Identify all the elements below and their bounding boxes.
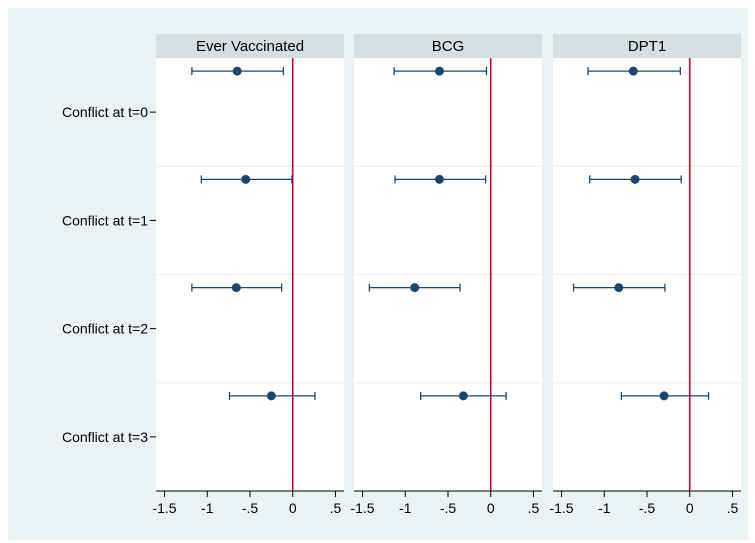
x-tick-label: 0 (686, 500, 694, 516)
x-tick-label: .5 (727, 500, 739, 516)
x-tick-label: .5 (330, 500, 342, 516)
x-tick-label: -.5 (440, 500, 457, 516)
estimate-point (630, 174, 640, 184)
y-category-label: Conflict at t=3 (62, 429, 148, 445)
panel-title: DPT1 (628, 38, 666, 55)
estimate-point (241, 174, 251, 184)
y-category-label: Conflict at t=1 (62, 212, 148, 228)
x-tick-label: 0 (289, 500, 297, 516)
chart-figure: Ever Vaccinated -1.5 -1 -.5 0.5 BCG -1.5 -1 -.5 0… (8, 8, 748, 540)
estimate-point (434, 174, 444, 184)
estimate-point (458, 391, 468, 401)
estimate-point (231, 283, 241, 293)
estimate-point (628, 66, 638, 76)
estimate-point (232, 66, 242, 76)
panel-header (354, 34, 542, 58)
x-tick-label: -1 (201, 500, 214, 516)
estimate-point (659, 391, 669, 401)
x-tick-label: -1.5 (350, 500, 374, 516)
panel-header (553, 34, 741, 58)
estimate-point (614, 283, 624, 293)
y-category-label: Conflict at t=2 (62, 321, 148, 337)
x-tick-label: -.5 (639, 500, 656, 516)
estimate-point (266, 391, 276, 401)
x-tick-label: -1 (598, 500, 611, 516)
x-tick-label: -1.5 (549, 500, 573, 516)
x-tick-label: 0 (487, 500, 495, 516)
panel-title: BCG (432, 38, 465, 55)
x-tick-label: -.5 (242, 500, 259, 516)
estimate-point (410, 283, 420, 293)
x-tick-label: .5 (528, 500, 540, 516)
x-tick-label: -1 (399, 500, 412, 516)
estimate-point (434, 66, 444, 76)
x-tick-label: -1.5 (152, 500, 176, 516)
panel-title: Ever Vaccinated (196, 38, 304, 55)
y-category-label: Conflict at t=0 (62, 104, 148, 120)
panel-header (156, 34, 344, 58)
